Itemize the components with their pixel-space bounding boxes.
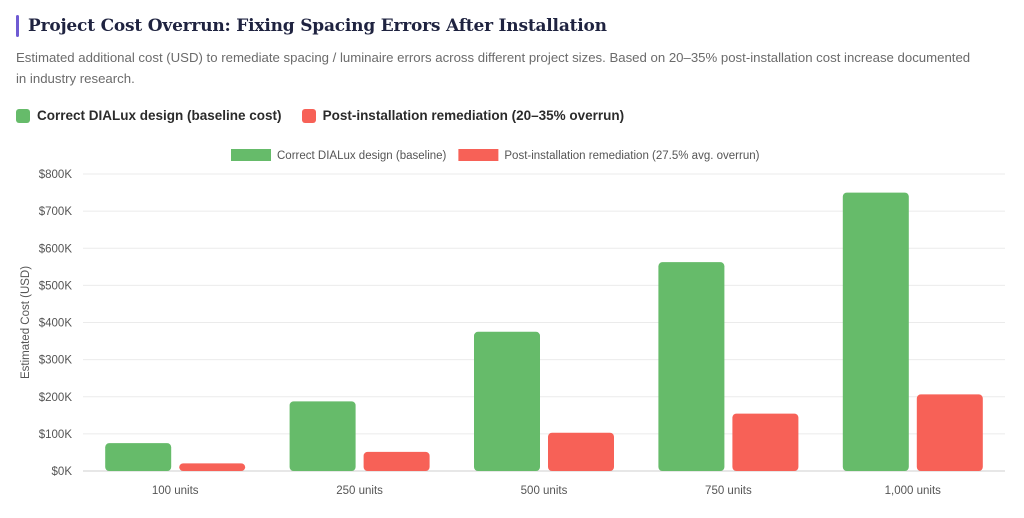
x-tick-label: 500 units xyxy=(521,485,568,497)
legend-label-remediation: Post-installation remediation (20–35% ov… xyxy=(322,108,625,123)
page-subtitle: Estimated additional cost (USD) to remed… xyxy=(16,50,971,86)
y-tick-label: $600K xyxy=(39,243,73,255)
title-block: Project Cost Overrun: Fixing Spacing Err… xyxy=(16,13,607,39)
bar-remediation xyxy=(363,451,430,471)
y-tick-label: $300K xyxy=(39,355,73,367)
y-tick-label: $800K xyxy=(39,169,73,181)
x-tick-label: 250 units xyxy=(336,485,383,497)
legend-item-baseline[interactable]: Correct DIALux design (baseline cost) xyxy=(16,108,282,123)
y-tick-label: $400K xyxy=(39,318,73,330)
page-title: Project Cost Overrun: Fixing Spacing Err… xyxy=(28,16,607,36)
x-tick-label: 100 units xyxy=(152,485,199,497)
bar-chart: $0K $100K $200K $300K $400K $500K $600K $700K $8… xyxy=(20,149,1005,497)
top-legend: Correct DIALux design (baseline cost) Po… xyxy=(16,108,644,123)
y-axis-label: Estimated Cost (USD) xyxy=(20,266,32,379)
bar-baseline xyxy=(658,262,725,471)
x-tick-label: 750 units xyxy=(705,485,752,497)
legend-item-remediation[interactable]: Post-installation remediation (20–35% ov… xyxy=(301,108,625,123)
legend-swatch-remediation xyxy=(458,149,499,161)
bar-remediation xyxy=(548,432,614,471)
bar-baseline xyxy=(474,331,540,471)
bar-baseline xyxy=(105,443,172,471)
title-accent-bar xyxy=(16,15,19,37)
bar-baseline xyxy=(842,192,909,471)
y-tick-label: $700K xyxy=(39,206,73,218)
bar-remediation xyxy=(179,463,246,471)
y-tick-label: $100K xyxy=(39,429,73,441)
y-tick-label: $200K xyxy=(39,392,73,404)
legend-swatch-red xyxy=(301,108,316,123)
bar-remediation xyxy=(916,394,983,471)
legend-swatch-green xyxy=(16,108,30,123)
legend-label-remediation: Post-installation remediation (27.5% avg… xyxy=(504,150,759,162)
legend-label-baseline: Correct DIALux design (baseline) xyxy=(277,150,447,162)
x-tick-label: 1,000 units xyxy=(885,485,942,497)
y-tick-label: $0K xyxy=(52,466,73,478)
legend-label-baseline: Correct DIALux design (baseline cost) xyxy=(37,108,282,123)
legend-swatch-baseline xyxy=(231,149,271,161)
y-tick-label: $500K xyxy=(39,280,73,292)
bar-remediation xyxy=(732,413,799,471)
bar-baseline xyxy=(289,401,356,471)
